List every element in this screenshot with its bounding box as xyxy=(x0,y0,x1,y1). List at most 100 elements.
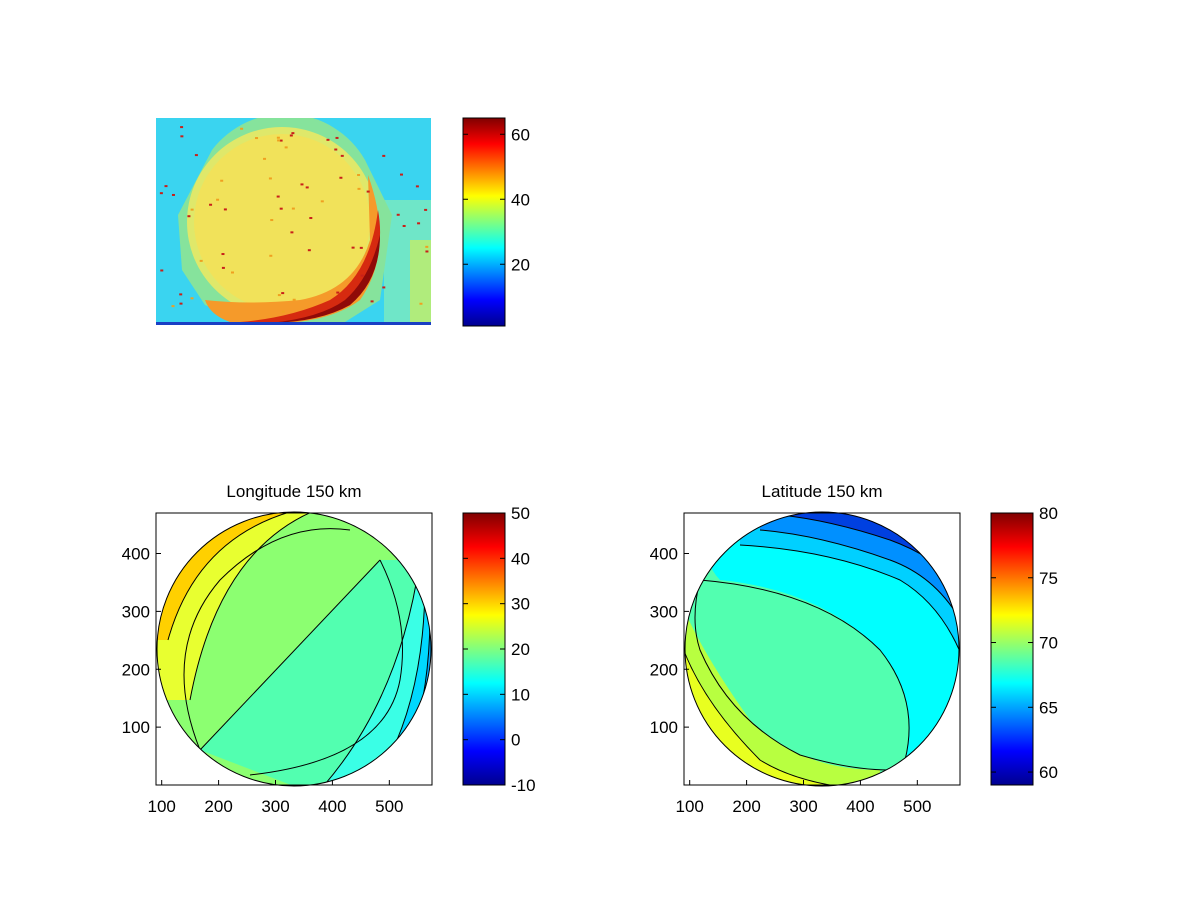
image-speck xyxy=(277,139,281,142)
latitude-ytick-label: 400 xyxy=(650,545,678,564)
image-colorbar-tick-label: 20 xyxy=(511,255,530,274)
image-speck xyxy=(357,174,361,177)
image-speck xyxy=(382,154,386,157)
image-panel: 20 40 60 xyxy=(156,117,530,327)
image-speck xyxy=(425,250,429,253)
image-speck xyxy=(268,177,272,180)
longitude-axis-ticks: 100 200 300 400 500 100 200 300 400 xyxy=(122,545,404,816)
image-speck xyxy=(419,302,423,305)
image-speck xyxy=(194,154,198,157)
image-speck xyxy=(199,259,203,262)
image-colorbar xyxy=(463,118,505,326)
latitude-axis-ticks: 100 200 300 400 500 100 200 300 400 xyxy=(650,545,932,816)
image-speck xyxy=(240,127,244,130)
image-speck xyxy=(160,269,164,272)
image-speck xyxy=(255,137,259,140)
image-speck xyxy=(230,271,234,274)
latitude-ytick-label: 300 xyxy=(650,602,678,621)
image-colorbar-tick-label: 60 xyxy=(511,125,530,144)
image-speck xyxy=(402,224,406,227)
image-speck xyxy=(276,136,280,139)
latitude-colorbar-tick-label: 80 xyxy=(1039,504,1058,523)
image-speck xyxy=(340,154,344,157)
longitude-ytick-label: 100 xyxy=(122,718,150,737)
latitude-colorbar-tick-label: 75 xyxy=(1039,569,1058,588)
image-speck xyxy=(164,185,168,188)
image-speck xyxy=(425,245,429,248)
image-speck xyxy=(171,193,175,196)
longitude-xtick-label: 400 xyxy=(318,797,346,816)
latitude-colorbar-ticks: 60 65 70 75 80 xyxy=(991,504,1058,782)
image-speck xyxy=(187,215,191,218)
longitude-xtick-label: 500 xyxy=(375,797,403,816)
image-speck xyxy=(334,148,338,151)
longitude-colorbar-tick-label: 10 xyxy=(511,685,530,704)
image-speck xyxy=(424,208,428,211)
image-speck xyxy=(276,195,280,198)
image-speck xyxy=(279,207,283,210)
image-speck xyxy=(399,173,403,176)
image-speck xyxy=(370,300,374,303)
latitude-xtick-label: 200 xyxy=(732,797,760,816)
image-speck xyxy=(335,136,339,139)
image-colorbar-tick-label: 40 xyxy=(511,190,530,209)
image-speck xyxy=(223,208,227,211)
image-speck xyxy=(300,183,304,186)
image-speck xyxy=(190,297,194,300)
image-speck xyxy=(171,305,175,308)
image-speck xyxy=(417,222,421,225)
image-speck xyxy=(277,294,281,297)
image-speck xyxy=(209,203,213,206)
image-speck xyxy=(320,200,324,203)
image-speck xyxy=(179,293,183,296)
longitude-xtick-label: 200 xyxy=(204,797,232,816)
longitude-ytick-label: 400 xyxy=(122,545,150,564)
longitude-xtick-label: 300 xyxy=(261,797,289,816)
image-speck xyxy=(307,249,311,252)
longitude-colorbar xyxy=(463,513,505,785)
image-speck xyxy=(190,208,194,211)
image-speck xyxy=(221,266,225,269)
latitude-xtick-label: 100 xyxy=(676,797,704,816)
image-speck xyxy=(366,190,370,193)
image-speck xyxy=(159,192,163,195)
image-colorbar-ticks: 20 40 60 xyxy=(463,125,530,274)
latitude-xtick-label: 300 xyxy=(789,797,817,816)
image-speck xyxy=(279,139,283,142)
latitude-colorbar-tick-label: 70 xyxy=(1039,634,1058,653)
image-speck xyxy=(359,246,363,249)
longitude-colorbar-tick-label: 50 xyxy=(511,504,530,523)
image-speck xyxy=(292,298,296,301)
latitude-colorbar xyxy=(991,513,1033,785)
image-speck xyxy=(281,292,285,295)
image-speck xyxy=(396,213,400,216)
image-speck xyxy=(270,219,274,222)
image-speck xyxy=(357,187,361,190)
longitude-colorbar-ticks: -10 0 10 20 30 40 50 xyxy=(463,504,536,795)
image-speck xyxy=(382,286,386,289)
image-speck xyxy=(360,274,364,277)
image-speck xyxy=(216,198,220,201)
latitude-colorbar-tick-label: 60 xyxy=(1039,763,1058,782)
longitude-colorbar-tick-label: -10 xyxy=(511,776,536,795)
latitude-xtick-label: 500 xyxy=(903,797,931,816)
longitude-colorbar-tick-label: 0 xyxy=(511,731,520,750)
image-specks xyxy=(159,126,429,313)
image-speck xyxy=(309,217,313,220)
image-speck xyxy=(284,146,288,149)
image-speck xyxy=(179,302,183,305)
image-speck xyxy=(221,253,225,256)
image-speck xyxy=(291,132,295,135)
image-speck xyxy=(351,246,355,249)
longitude-colorbar-tick-label: 40 xyxy=(511,549,530,568)
longitude-panel: Longitude 150 km xyxy=(122,482,536,816)
latitude-title: Latitude 150 km xyxy=(762,482,883,501)
latitude-ytick-label: 100 xyxy=(650,718,678,737)
longitude-title: Longitude 150 km xyxy=(226,482,361,501)
longitude-colorbar-tick-label: 20 xyxy=(511,640,530,659)
image-speck xyxy=(415,185,419,188)
latitude-xtick-label: 400 xyxy=(846,797,874,816)
image-speck xyxy=(269,254,273,257)
